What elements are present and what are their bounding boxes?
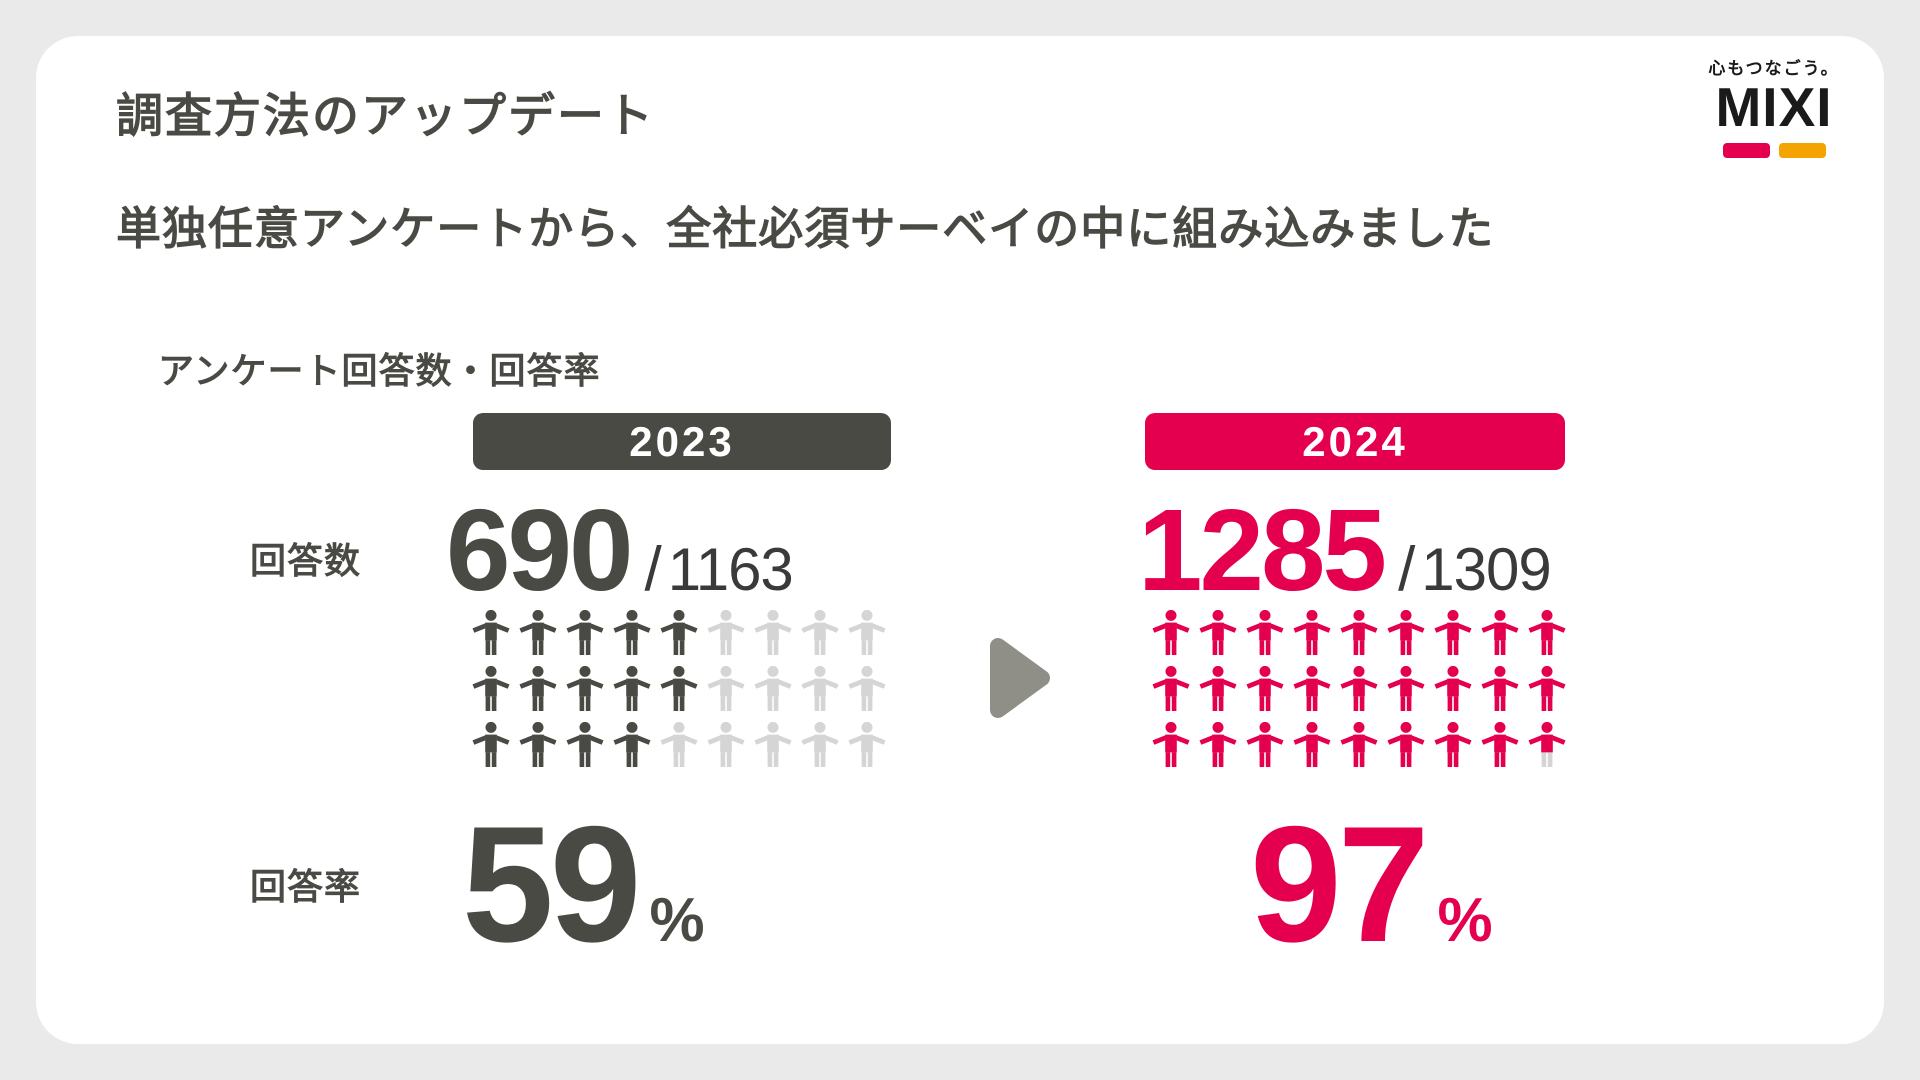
person-icon <box>848 722 886 767</box>
person-icon <box>613 722 651 767</box>
person-icon <box>1528 666 1566 711</box>
person-icon <box>472 610 510 655</box>
page-title: 調査方法のアップデート <box>116 89 655 142</box>
responses-2023: 690 / 1163 <box>446 485 794 615</box>
person-icon <box>613 666 651 711</box>
person-icon <box>1152 666 1190 711</box>
person-icon <box>801 610 839 655</box>
rate-unit-2024: % <box>1437 886 1493 955</box>
person-icon <box>1246 666 1284 711</box>
person-icon <box>801 722 839 767</box>
person-icon <box>566 610 604 655</box>
person-icon <box>1199 610 1237 655</box>
person-icon <box>1340 666 1378 711</box>
logo-brand-text: MIXI <box>1715 76 1833 138</box>
logo-tagline: 心もつなごう。 <box>1708 59 1840 78</box>
pictogram-2023 <box>472 610 886 768</box>
arrow-right-icon <box>985 630 1057 726</box>
person-icon <box>519 666 557 711</box>
responses-count-2023: 690 <box>446 485 634 615</box>
responses-separator-2024: / <box>1398 535 1416 604</box>
person-icon <box>1246 610 1284 655</box>
person-icon <box>1434 610 1472 655</box>
rate-2024: 97 % <box>1250 802 1493 967</box>
person-icon <box>707 666 745 711</box>
responses-total-2023: 1163 <box>667 536 794 603</box>
section-label: アンケート回答数・回答率 <box>158 350 601 391</box>
person-icon <box>707 610 745 655</box>
page-subtitle: 単独任意アンケートから、全社必須サーベイの中に組み込みました <box>116 203 1495 254</box>
person-icon <box>1434 666 1472 711</box>
year-label-2023: 2023 <box>629 417 735 465</box>
rate-value-2023: 59 <box>462 792 642 976</box>
rate-value-2024: 97 <box>1250 792 1430 976</box>
logo-bar-pink-icon <box>1722 142 1770 158</box>
person-icon <box>1199 666 1237 711</box>
person-icon <box>1387 610 1425 655</box>
person-icon <box>1340 610 1378 655</box>
responses-count-2024: 1285 <box>1138 485 1387 615</box>
person-icon <box>1152 722 1190 767</box>
person-icon <box>1434 722 1472 767</box>
person-icon <box>801 666 839 711</box>
person-icon <box>519 610 557 655</box>
responses-total-2024: 1309 <box>1421 536 1551 603</box>
person-icon <box>472 666 510 711</box>
person-icon <box>1528 722 1566 767</box>
person-icon <box>754 610 792 655</box>
responses-separator-2023: / <box>644 535 662 604</box>
person-icon <box>1293 666 1331 711</box>
person-icon <box>754 666 792 711</box>
person-icon <box>519 722 557 767</box>
person-icon <box>707 722 745 767</box>
person-icon <box>1387 666 1425 711</box>
person-icon <box>1152 610 1190 655</box>
person-icon <box>613 610 651 655</box>
person-icon <box>660 666 698 711</box>
rate-2023: 59 % <box>462 802 705 967</box>
person-icon <box>1293 610 1331 655</box>
slide-card <box>36 36 1884 1044</box>
person-icon <box>1528 610 1566 655</box>
person-icon <box>754 722 792 767</box>
person-icon <box>1293 722 1331 767</box>
rate-unit-2023: % <box>649 886 705 955</box>
person-icon <box>1199 722 1237 767</box>
logo-bars <box>1688 142 1860 158</box>
person-icon <box>1387 722 1425 767</box>
person-icon <box>660 722 698 767</box>
rate-row-label: 回答率 <box>250 866 362 907</box>
person-icon <box>472 722 510 767</box>
person-icon <box>1481 610 1519 655</box>
person-icon <box>848 610 886 655</box>
person-icon <box>566 666 604 711</box>
pictogram-2024 <box>1152 610 1566 768</box>
year-header-2023: 2023 <box>473 413 891 470</box>
responses-2024: 1285 / 1309 <box>1138 485 1552 615</box>
logo-bar-orange-icon <box>1778 142 1826 158</box>
responses-row-label: 回答数 <box>250 540 362 581</box>
person-icon <box>566 722 604 767</box>
year-label-2024: 2024 <box>1302 417 1408 465</box>
person-icon <box>1481 666 1519 711</box>
person-icon <box>1340 722 1378 767</box>
person-icon <box>660 610 698 655</box>
person-icon <box>1246 722 1284 767</box>
mixi-logo: 心もつなごう。 MIXI <box>1688 54 1860 158</box>
year-header-2024: 2024 <box>1145 413 1565 470</box>
person-icon <box>1481 722 1519 767</box>
person-icon <box>848 666 886 711</box>
